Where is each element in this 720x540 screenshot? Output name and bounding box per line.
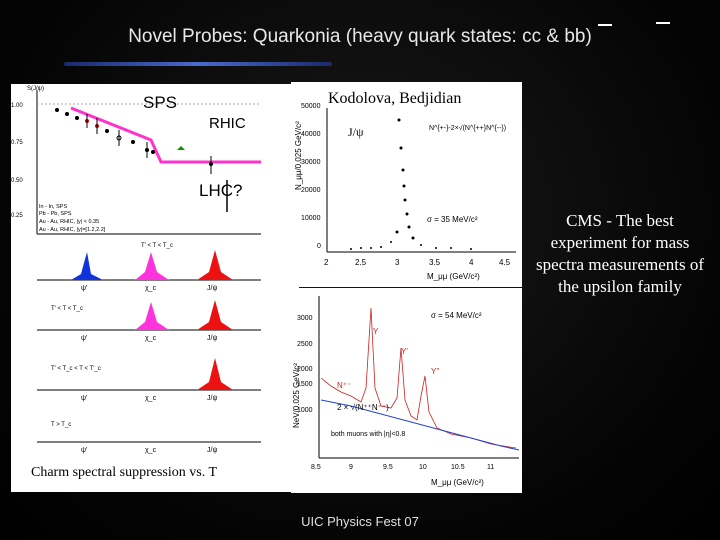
jpsi-xticks: 2 2.5 3 3.5 4 4.5 bbox=[324, 258, 511, 267]
spectral-row-1-title: T' < T < T_c bbox=[141, 243, 173, 249]
peak-jpsi-2: J/ψ bbox=[207, 335, 217, 342]
spectral-row-3: T' < T_c < T < T'_c ψ' χ_c J/ψ bbox=[37, 358, 261, 402]
spectral-row-2-title: T' < T < T_c bbox=[51, 306, 83, 312]
cms-note: CMS - The best experiment for mass spect… bbox=[535, 211, 705, 296]
peak-psi-prime-2: ψ' bbox=[81, 335, 87, 342]
svg-text:20000: 20000 bbox=[301, 187, 321, 194]
jpsi-legend: N^{+-}-2×√(N^{++}N^{--}) bbox=[429, 124, 506, 132]
peak-upsilon-1s: Y bbox=[373, 327, 379, 336]
svg-text:40000: 40000 bbox=[301, 131, 321, 138]
spectral-row-4: T > T_c ψ' χ_c J/ψ bbox=[37, 422, 261, 454]
jpsi-ylabel: N_μμ/0.025 GeV/c² bbox=[294, 121, 303, 190]
suppression-legend: In - In, SPS Pb - Pb, SPS Au - Au, RHIC,… bbox=[39, 204, 106, 233]
spectral-row-4-title: T > T_c bbox=[51, 422, 71, 428]
spectral-row-2: T' < T < T_c ψ' χ_c J/ψ bbox=[37, 300, 261, 342]
jpsi-yticks: 50000 40000 30000 20000 10000 0 bbox=[301, 103, 321, 250]
svg-text:50000: 50000 bbox=[301, 103, 321, 110]
peak-chi-c-2: χ_c bbox=[145, 335, 157, 342]
upsilon-yticks: 3000 2500 2000 1500 1000 bbox=[297, 315, 313, 414]
svg-text:10.5: 10.5 bbox=[451, 464, 465, 471]
spectral-row-1: T' < T < T_c ψ' χ_c J/ψ bbox=[37, 243, 261, 292]
jpsi-panel: N_μμ/0.025 GeV/c² 50000 40000 30000 2000… bbox=[291, 82, 522, 287]
upsilon-panel: NeV/0.025 GeV/c² 3000 2500 2000 1500 100… bbox=[291, 288, 522, 493]
upsilon-xticks: 8.5 9 9.5 10 10.5 11 bbox=[311, 464, 494, 471]
svg-text:2000: 2000 bbox=[297, 366, 313, 373]
peak-chi-c-1: χ_c bbox=[145, 285, 157, 292]
upsilon-note: both muons with |η|<0.8 bbox=[331, 431, 405, 438]
error-bars bbox=[86, 114, 212, 174]
jpsi-figure: N_μμ/0.025 GeV/c² 50000 40000 30000 2000… bbox=[294, 92, 516, 281]
label-sps: SPS bbox=[143, 93, 177, 112]
ytick-3: 0.50 bbox=[11, 178, 23, 184]
svg-text:9.5: 9.5 bbox=[383, 464, 393, 471]
jpsi-annotation: J/ψ bbox=[348, 125, 364, 139]
peak-psi-prime-3: ψ' bbox=[81, 395, 87, 402]
suppression-panel: S(J/ψ) 1.00 0.75 0.50 0.25 bbox=[11, 84, 299, 492]
upsilon-figure: NeV/0.025 GeV/c² 3000 2500 2000 1500 100… bbox=[292, 296, 520, 487]
svg-text:3000: 3000 bbox=[297, 315, 313, 322]
title-underline bbox=[64, 62, 332, 66]
svg-text:2500: 2500 bbox=[297, 341, 313, 348]
svg-text:2: 2 bbox=[324, 258, 329, 267]
svg-text:9: 9 bbox=[349, 464, 353, 471]
svg-text:4: 4 bbox=[469, 258, 474, 267]
peak-chi-c-3: χ_c bbox=[145, 395, 157, 402]
peak-jpsi-1: J/ψ bbox=[207, 285, 217, 292]
legend-3: Au - Au, RHIC, |y| < 0.35 bbox=[39, 219, 99, 225]
peak-upsilon-2s: Y' bbox=[401, 347, 408, 356]
svg-text:1000: 1000 bbox=[297, 407, 313, 414]
svg-text:10000: 10000 bbox=[301, 215, 321, 222]
svg-text:3.5: 3.5 bbox=[429, 258, 441, 267]
slide-title: Novel Probes: Quarkonia (heavy quark sta… bbox=[128, 26, 592, 47]
svg-text:10: 10 bbox=[419, 464, 427, 471]
suppression-figure: S(J/ψ) 1.00 0.75 0.50 0.25 bbox=[11, 86, 261, 480]
label-rhic: RHIC bbox=[209, 115, 246, 132]
svg-text:30000: 30000 bbox=[301, 159, 321, 166]
peak-upsilon-3s: Y'' bbox=[431, 367, 440, 376]
peak-jpsi-4: J/ψ bbox=[207, 447, 217, 454]
legend-4: Au - Au, RHIC, |y|=[1.2,2.2] bbox=[39, 227, 106, 233]
upsilon-legend-2: 2 × √(N⁺⁺N⁻⁻) bbox=[337, 403, 389, 412]
legend-1: In - In, SPS bbox=[39, 204, 67, 210]
jpsi-data-points bbox=[350, 118, 472, 250]
label-lhc: LHC? bbox=[199, 181, 242, 200]
jpsi-xlabel: M_μμ (GeV/c²) bbox=[427, 272, 480, 281]
suppression-ylabel: S(J/ψ) bbox=[27, 86, 44, 92]
legend-2: Pb - Pb, SPS bbox=[39, 211, 72, 217]
svg-text:2.5: 2.5 bbox=[355, 258, 367, 267]
ytick-2: 0.75 bbox=[11, 140, 23, 146]
upsilon-spectrum bbox=[320, 307, 517, 449]
svg-text:3: 3 bbox=[395, 258, 400, 267]
spectral-row-3-title: T' < T_c < T < T'_c bbox=[51, 366, 101, 372]
svg-text:0: 0 bbox=[317, 243, 321, 250]
title-overbar-c bbox=[598, 24, 612, 26]
data-points bbox=[55, 108, 213, 166]
slide-footer: UIC Physics Fest 07 bbox=[301, 514, 419, 529]
peak-psi-prime-1: ψ' bbox=[81, 285, 87, 292]
suppression-plot: S(J/ψ) 1.00 0.75 0.50 0.25 bbox=[11, 86, 261, 235]
svg-text:1500: 1500 bbox=[297, 381, 313, 388]
author-credit: Kodolova, Bedjidian bbox=[326, 90, 464, 108]
peak-psi-prime-4: ψ' bbox=[81, 447, 87, 454]
svg-text:4.5: 4.5 bbox=[499, 258, 511, 267]
title-overbar-b bbox=[656, 22, 670, 24]
upsilon-ylabel: NeV/0.025 GeV/c² bbox=[292, 363, 301, 428]
svg-text:11: 11 bbox=[487, 464, 494, 471]
ytick-4: 0.25 bbox=[11, 213, 23, 219]
peak-chi-c-4: χ_c bbox=[145, 447, 157, 454]
suppression-caption: Charm spectral suppression vs. T bbox=[31, 465, 217, 480]
peak-jpsi-3: J/ψ bbox=[207, 395, 217, 402]
upsilon-legend-1: N⁺⁻ bbox=[337, 381, 351, 390]
ytick-1: 1.00 bbox=[11, 103, 23, 109]
upsilon-background bbox=[320, 399, 520, 451]
upsilon-xlabel: M_μμ (GeV/c²) bbox=[431, 478, 484, 487]
upsilon-sigma: σ = 54 MeV/c² bbox=[431, 311, 482, 320]
jpsi-sigma: σ = 35 MeV/c² bbox=[427, 215, 478, 224]
svg-text:8.5: 8.5 bbox=[311, 464, 321, 471]
